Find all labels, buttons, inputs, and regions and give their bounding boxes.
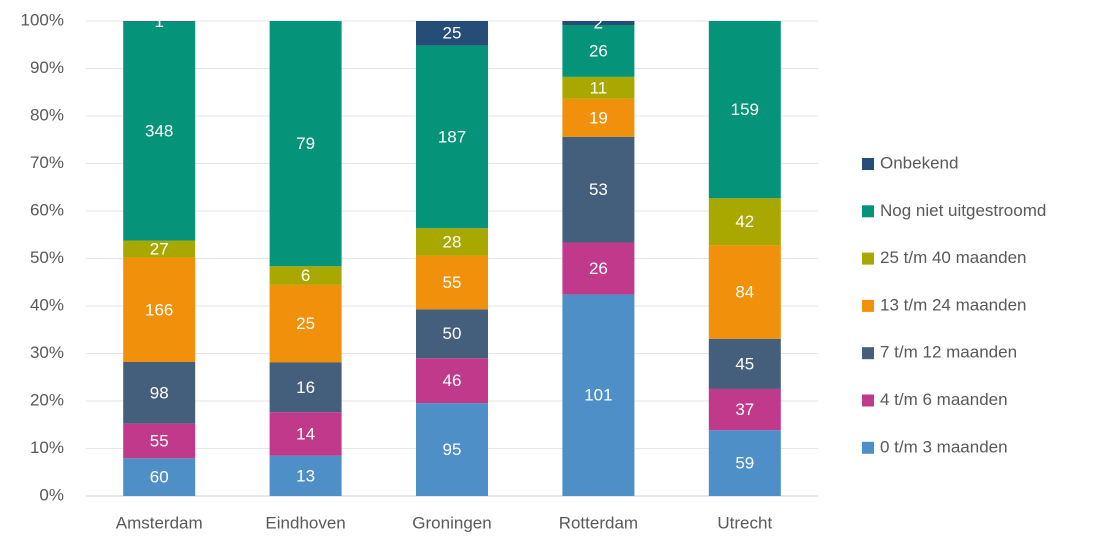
legend-swatch (862, 205, 874, 218)
legend-label: 4 t/m 6 maanden (880, 390, 1008, 409)
data-label: 27 (150, 240, 169, 259)
bar-segment (708, 21, 781, 199)
data-label: 28 (443, 232, 462, 251)
data-label: 98 (150, 383, 169, 402)
legend-label: 7 t/m 12 maanden (880, 343, 1017, 362)
bar-segment (708, 388, 781, 431)
legend-swatch (862, 299, 874, 312)
bar-segment (708, 430, 781, 496)
bar-segment (416, 255, 488, 310)
bar-segment (416, 358, 488, 404)
legend-swatch (862, 394, 874, 407)
y-tick-label: 0% (39, 485, 64, 504)
bar-segment (123, 21, 196, 22)
bar-segment (416, 228, 488, 256)
y-tick-label: 20% (30, 390, 64, 409)
bar-segment (269, 412, 342, 456)
data-label: 16 (296, 378, 315, 397)
data-label: 55 (443, 273, 462, 292)
data-label: 13 (296, 466, 315, 485)
legend-label: 25 t/m 40 maanden (880, 248, 1026, 267)
bar-segment (269, 362, 342, 413)
data-label: 25 (443, 24, 462, 43)
data-label: 101 (584, 386, 612, 405)
data-label: 2 (594, 13, 603, 32)
bar-segment (708, 245, 781, 339)
bar-segment (708, 338, 781, 389)
data-label: 1 (154, 12, 163, 31)
bar-segment (269, 455, 342, 496)
legend-label: 13 t/m 24 maanden (880, 295, 1026, 314)
data-label: 11 (590, 78, 608, 97)
bar-segment (562, 294, 635, 496)
bar-segment (562, 76, 635, 99)
bar-segment (269, 266, 342, 285)
legend-swatch (862, 158, 874, 170)
data-label: 42 (735, 212, 754, 231)
y-tick-label: 10% (30, 438, 64, 457)
y-tick-label: 60% (30, 200, 64, 219)
data-label: 26 (589, 259, 608, 278)
data-label: 6 (301, 266, 310, 285)
data-label: 19 (589, 108, 608, 127)
bar-segment (123, 240, 196, 258)
data-label: 59 (735, 454, 754, 473)
y-tick-label: 70% (30, 153, 64, 172)
data-label: 60 (150, 468, 169, 487)
legend-label: Onbekend (880, 153, 958, 172)
bar-segment (562, 24, 635, 77)
data-label: 37 (735, 400, 754, 419)
bar-segment (416, 403, 488, 496)
x-tick-label: Utrecht (717, 513, 772, 532)
data-label: 50 (443, 324, 462, 343)
bar-segment (562, 98, 635, 137)
bar-segment (562, 242, 635, 295)
bar-segment (416, 21, 488, 46)
x-tick-label: Eindhoven (265, 513, 345, 532)
bar-segment (269, 284, 342, 363)
bar-segment (562, 136, 635, 243)
data-label: 166 (145, 300, 173, 319)
y-tick-label: 90% (30, 58, 64, 77)
data-label: 348 (145, 122, 173, 141)
bar-segment (416, 45, 488, 229)
data-label: 159 (731, 100, 759, 119)
bar-segment (416, 309, 488, 359)
data-label: 84 (735, 282, 754, 301)
data-label: 53 (589, 180, 608, 199)
y-tick-label: 100% (21, 10, 64, 29)
data-label: 46 (443, 371, 462, 390)
y-tick-label: 40% (30, 295, 64, 314)
y-tick-label: 50% (30, 248, 64, 267)
data-label: 55 (150, 431, 169, 450)
data-label: 26 (589, 41, 608, 60)
data-label: 79 (296, 134, 315, 153)
bar-segment (562, 21, 635, 25)
bar-segment (708, 198, 781, 246)
data-label: 95 (443, 440, 462, 459)
data-label: 25 (296, 314, 315, 333)
y-tick-label: 30% (30, 343, 64, 362)
bar-segment (269, 21, 342, 267)
data-label: 45 (735, 354, 754, 373)
bar-segment (123, 21, 196, 241)
legend-swatch (862, 252, 874, 265)
legend-label: Nog niet uitgestroomd (880, 201, 1046, 220)
legend-swatch (862, 441, 874, 454)
data-label: 187 (438, 127, 466, 146)
legend-label: 0 t/m 3 maanden (880, 437, 1008, 456)
bar-segment (123, 361, 196, 424)
x-tick-label: Rotterdam (559, 513, 638, 532)
legend-swatch (862, 347, 874, 360)
data-label: 14 (296, 424, 315, 443)
bar-segment (123, 257, 196, 362)
x-tick-label: Amsterdam (116, 513, 203, 532)
y-tick-label: 80% (30, 105, 64, 124)
x-tick-label: Groningen (412, 513, 491, 532)
bar-segment (123, 423, 196, 459)
bar-segment (123, 458, 196, 496)
